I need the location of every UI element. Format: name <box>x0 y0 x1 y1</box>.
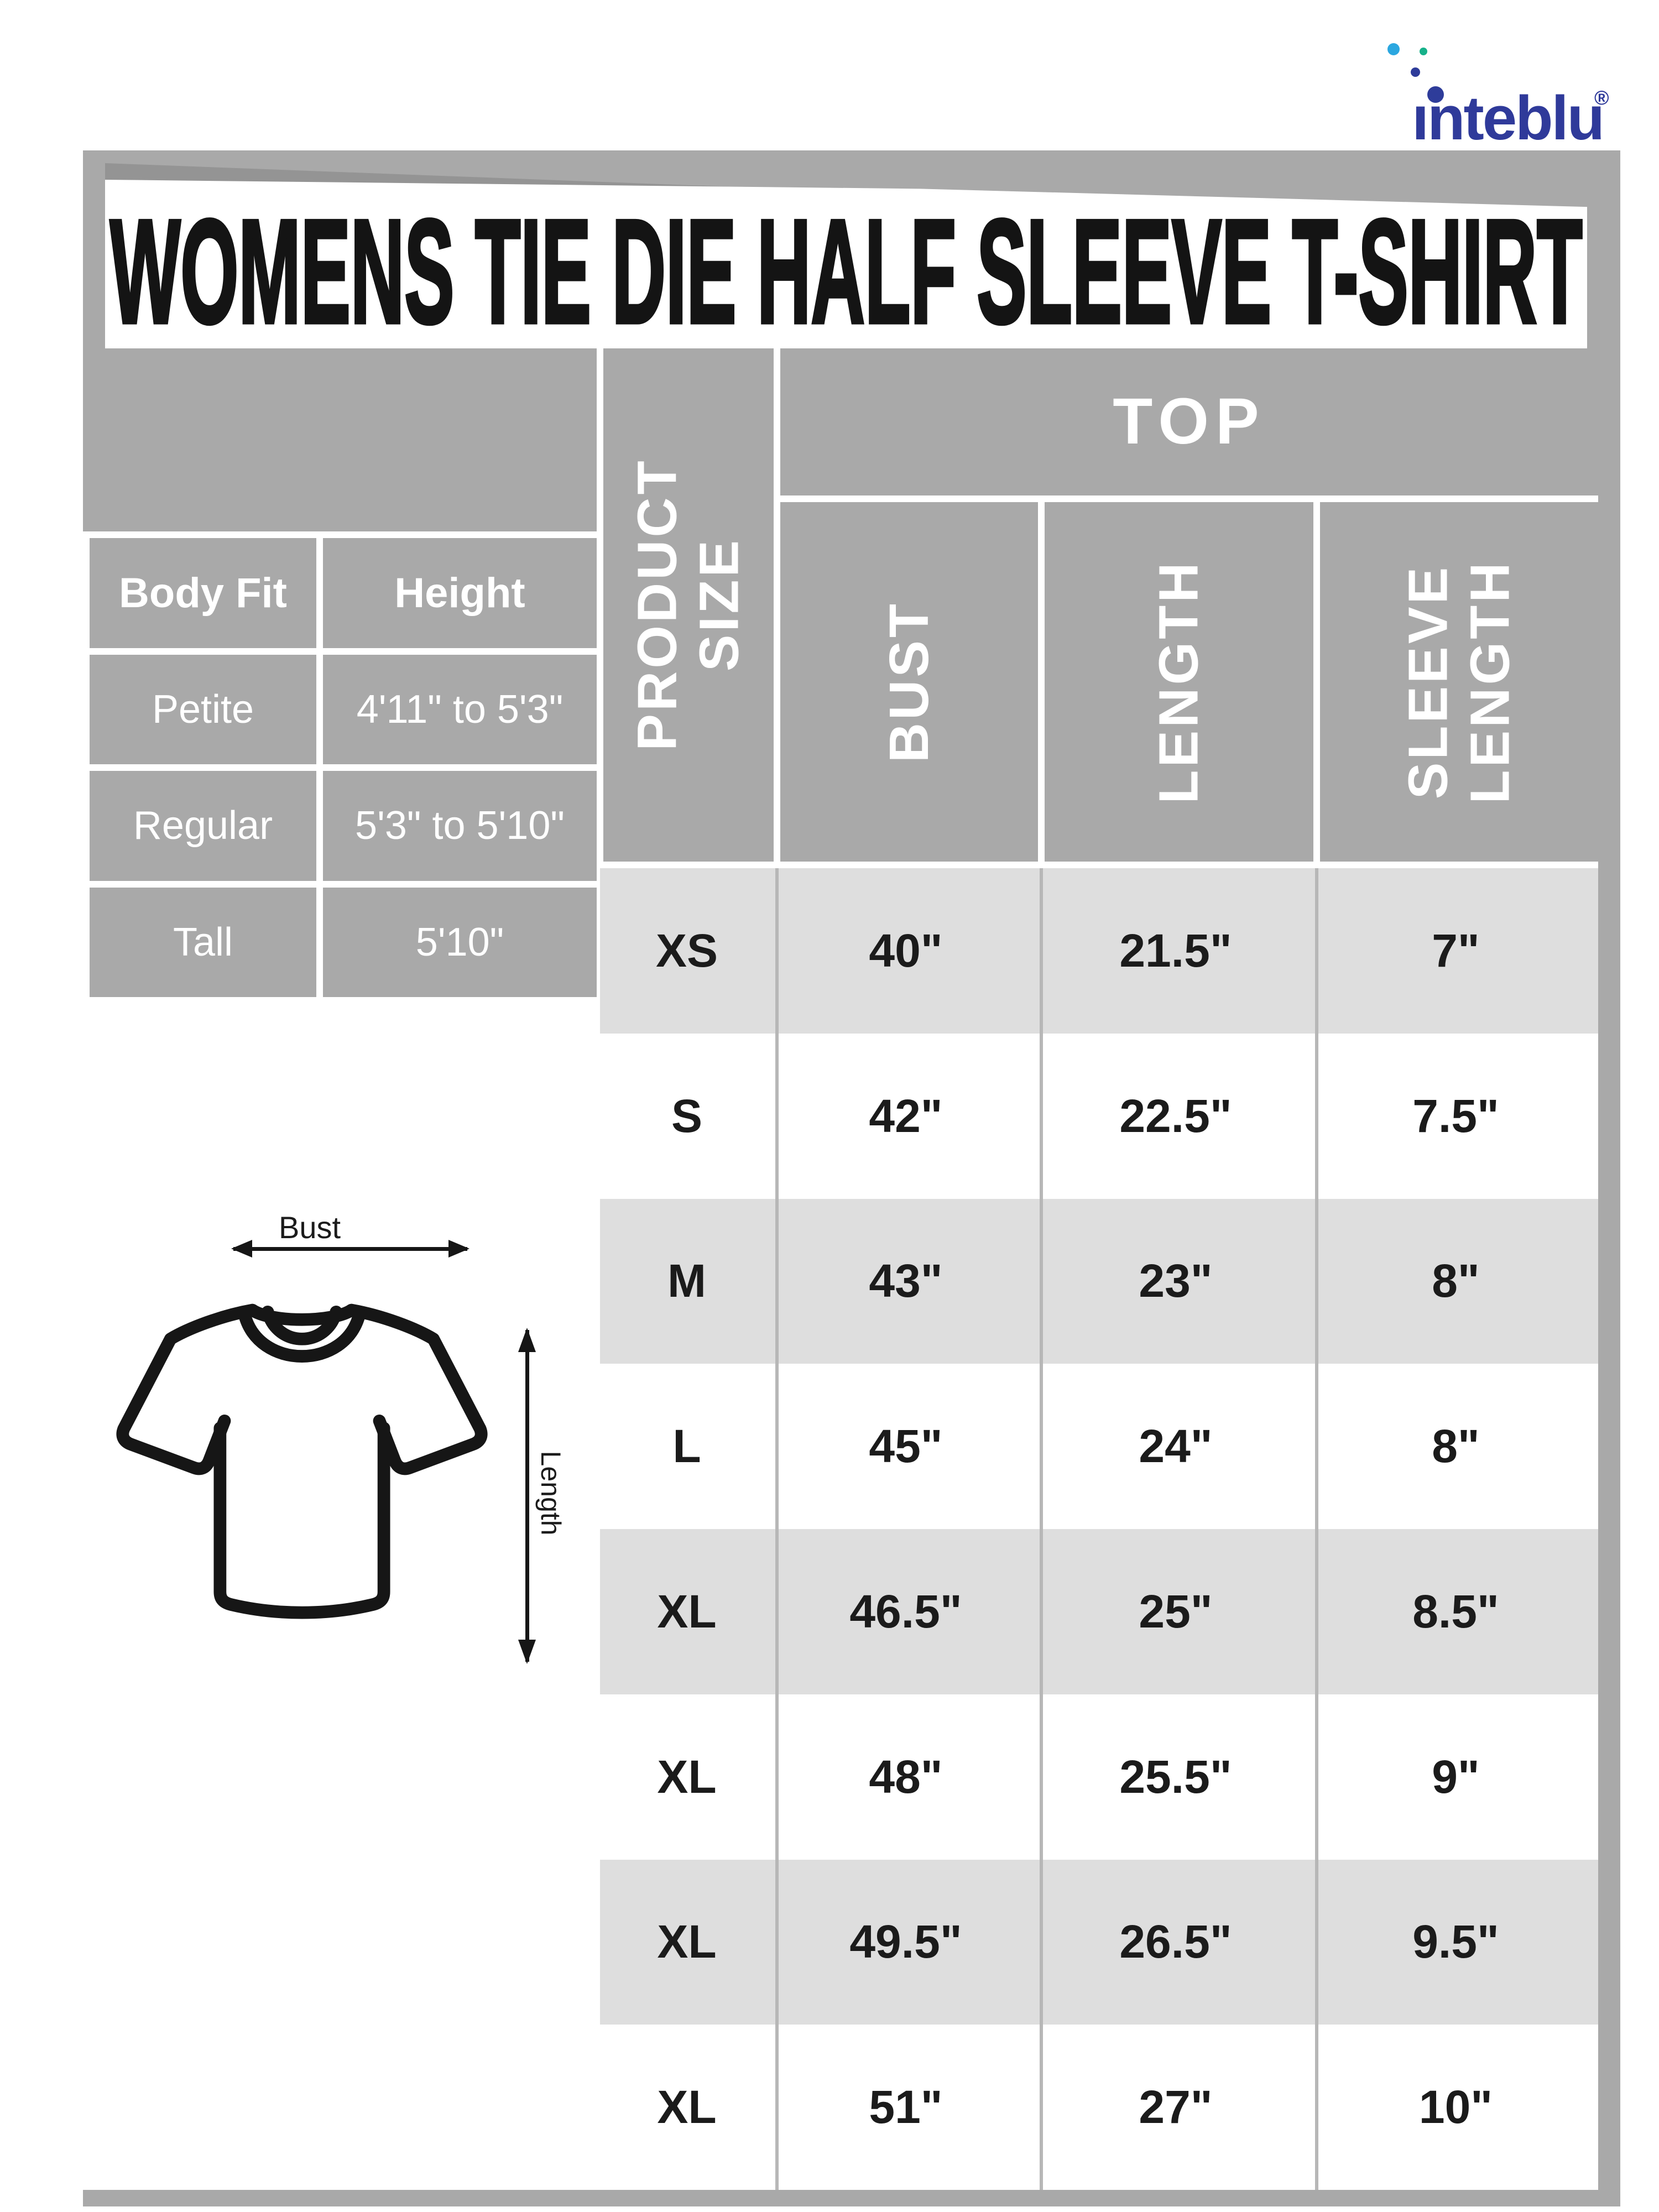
table-row-l: L 45" 24" 8" <box>600 1364 1598 1529</box>
table-row-xl1: XL 46.5" 25" 8.5" <box>600 1529 1598 1694</box>
header-bust: BUST <box>780 502 1038 862</box>
body-fit-row-petite: Petite <box>90 654 316 764</box>
header-top-group: TOP <box>1113 385 1266 458</box>
header-length-label: LENGTH <box>1148 560 1210 804</box>
length-arrow-icon <box>518 1328 536 1664</box>
bust-arrow-icon <box>231 1240 469 1258</box>
grid-line-vertical <box>1313 495 1320 868</box>
logo-dot-teal-icon <box>1420 48 1427 55</box>
title-banner: WOMENS TIE DIE HALF SLEEVE T-SHIRT <box>105 179 1587 348</box>
header-product-size: PRODUCT SIZE <box>603 347 774 862</box>
header-product-line2: SIZE <box>688 537 750 672</box>
table-row-xl2: XL 48" 25.5" 9" <box>600 1694 1598 1860</box>
brand-wordmark: ınteblu <box>1412 84 1605 153</box>
bust-label: Bust <box>278 1210 341 1245</box>
data-separator-line <box>1315 868 1318 2190</box>
header-sleeve-line1: SLEEVE <box>1397 564 1459 800</box>
header-length: LENGTH <box>1045 502 1313 862</box>
grid-line-vertical <box>774 347 780 868</box>
body-fit-row-regular: Regular <box>90 771 316 881</box>
chart-board: WOMENS TIE DIE HALF SLEEVE T-SHIRT Body … <box>83 150 1620 2206</box>
grid-line-vertical <box>597 347 603 868</box>
height-value-petite: 4'11" to 5'3" <box>323 654 597 764</box>
header-sleeve-line2: LENGTH <box>1459 560 1521 804</box>
logo-dot-blue-small-icon <box>1411 67 1420 77</box>
size-table-rows: XS 40" 21.5" 7" S 42" 22.5" 7.5" M 43" 23" 8" … <box>600 868 1598 2190</box>
table-row-xl3: XL 49.5" 26.5" 9.5" <box>600 1859 1598 2025</box>
tshirt-icon <box>116 1303 488 1619</box>
tshirt-measurement-diagram: Bust Length <box>83 1004 603 2190</box>
logo-dot-lightblue-icon <box>1387 43 1400 55</box>
header-bust-label: BUST <box>878 601 940 763</box>
height-value-tall: 5'10" <box>323 887 597 997</box>
grid-line-under-header <box>597 862 1598 868</box>
height-value-regular: 5'3" to 5'10" <box>323 771 597 881</box>
table-row-s: S 42" 22.5" 7.5" <box>600 1033 1598 1199</box>
body-fit-header: Body Fit <box>90 538 316 648</box>
logo-dot-blue-big-icon <box>1427 86 1444 103</box>
table-row-xl4: XL 51" 27" 10" <box>600 2025 1598 2190</box>
data-separator-line <box>1040 868 1043 2190</box>
table-row-xs: XS 40" 21.5" 7" <box>600 868 1598 1034</box>
header-sleeve-length: SLEEVE LENGTH <box>1320 502 1598 862</box>
page-title: WOMENS TIE DIE HALF SLEEVE T-SHIRT <box>109 186 1583 354</box>
brand-logo: ınteblu ® <box>1380 33 1640 149</box>
table-row-m: M 43" 23" 8" <box>600 1198 1598 1364</box>
body-fit-table: Body Fit Height Petite 4'11" to 5'3" Reg… <box>83 531 603 1004</box>
data-separator-line <box>775 868 779 2190</box>
body-fit-row-tall: Tall <box>90 887 316 997</box>
grid-line-under-top <box>774 495 1598 502</box>
height-header: Height <box>323 538 597 648</box>
header-product-line1: PRODUCT <box>627 458 688 751</box>
length-label: Length <box>535 1451 566 1536</box>
registered-trademark-icon: ® <box>1594 86 1609 109</box>
grid-line-vertical <box>1038 495 1045 868</box>
